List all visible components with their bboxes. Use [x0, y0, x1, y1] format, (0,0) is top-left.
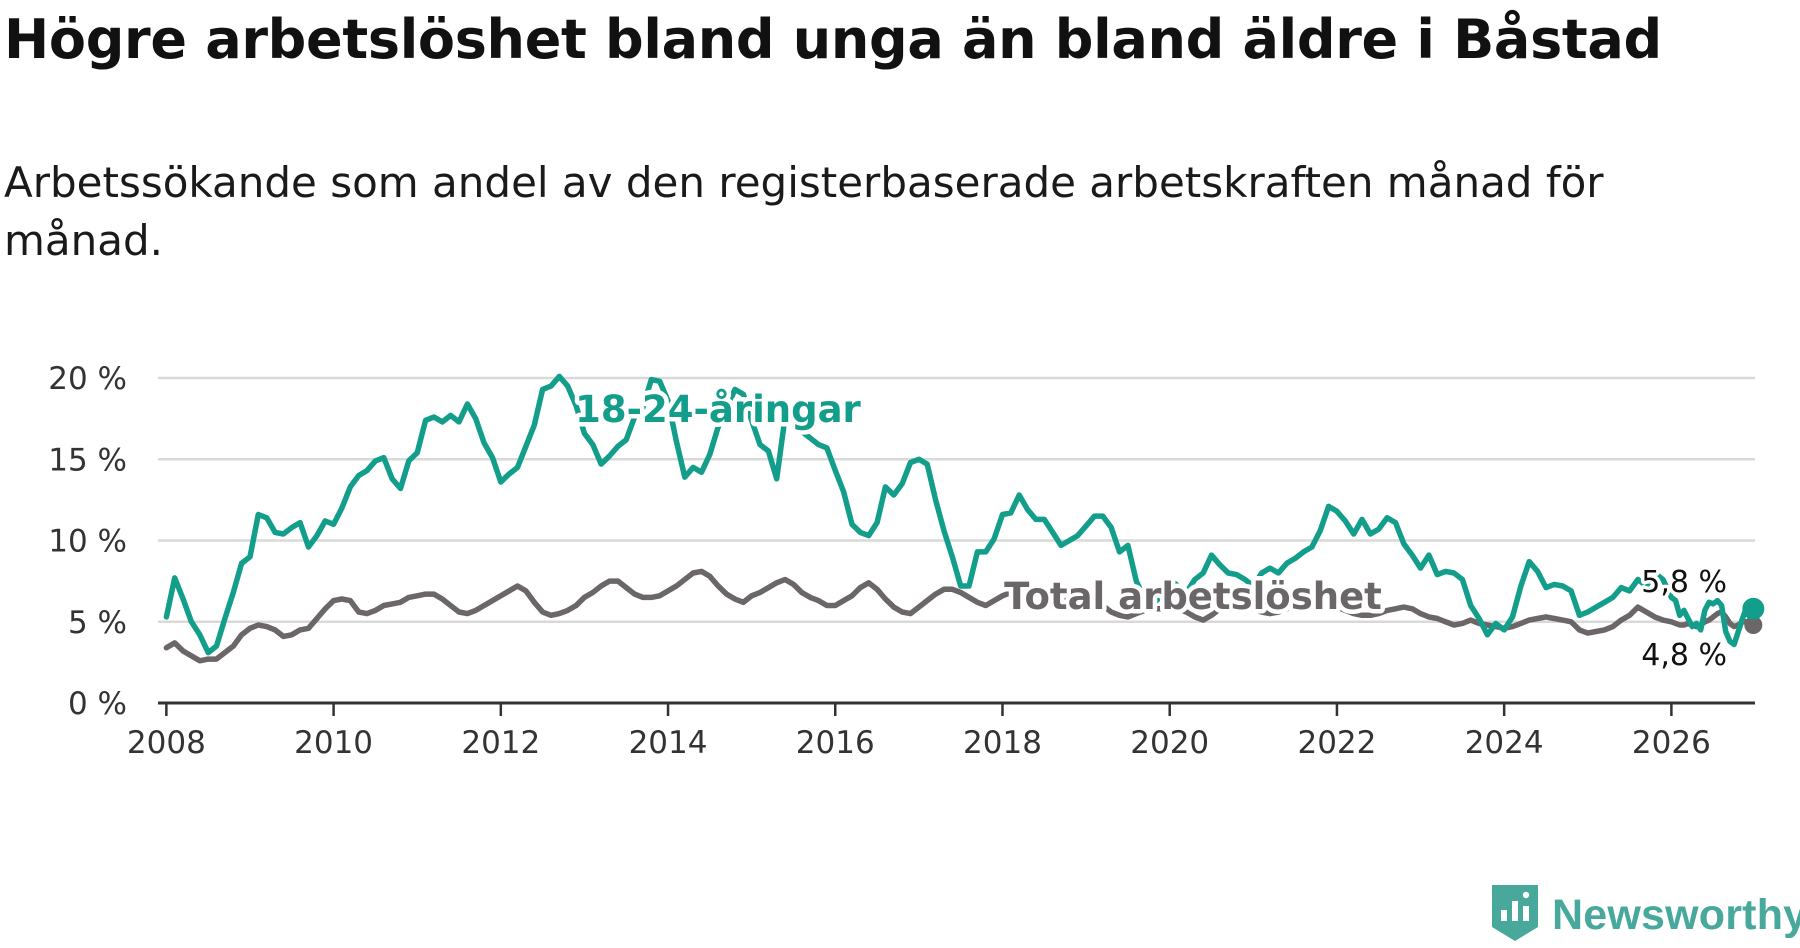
y-tick-label: 0 % [68, 686, 127, 722]
newsworthy-logo-icon [1490, 883, 1540, 947]
chart-title: Högre arbetslöshet bland unga än bland ä… [4, 8, 1662, 71]
x-tick-label: 2026 [1632, 725, 1711, 761]
x-tick-label: 2024 [1465, 725, 1544, 761]
total-end-value-label: 4,8 % [1641, 638, 1727, 673]
brand-name: Newsworthy [1552, 890, 1800, 939]
y-tick-label: 5 % [68, 605, 127, 641]
y-tick-label: 10 % [48, 524, 127, 560]
x-axis: 2008 2010 2012 2014 2016 2018 2020 2022 2024 2026 [127, 701, 1755, 761]
total-series-label: Total arbetslöshet [1004, 575, 1382, 618]
x-tick-label: 2008 [127, 725, 206, 761]
x-tick-label: 2010 [294, 725, 373, 761]
total-series-line [163, 568, 1757, 664]
y-tick-label: 20 % [48, 361, 127, 397]
series-lines [163, 373, 1765, 664]
x-tick-label: 2022 [1297, 725, 1376, 761]
chart-subtitle: Arbetssökande som andel av den registerb… [4, 158, 1604, 265]
brand[interactable]: Newsworthy [1490, 884, 1800, 946]
y-tick-label: 15 % [48, 442, 127, 478]
x-tick-label: 2020 [1130, 725, 1209, 761]
y-axis: 0 % 5 % 10 % 15 % 20 % [48, 361, 127, 722]
youth-series-line [163, 373, 1757, 656]
x-tick-label: 2014 [629, 725, 708, 761]
x-tick-label: 2012 [461, 725, 540, 761]
gridlines [158, 376, 1755, 623]
youth-end-point [1742, 597, 1765, 620]
x-tick-label: 2018 [963, 725, 1042, 761]
x-tick-label: 2016 [796, 725, 875, 761]
total-end-point [1744, 616, 1763, 634]
youth-series-label: 18-24-åringar [575, 388, 861, 431]
youth-end-value-label: 5,8 % [1641, 565, 1727, 600]
series-labels: 18-24-åringar Total arbetslöshet 5,8 % 4,8 … [571, 384, 1731, 677]
